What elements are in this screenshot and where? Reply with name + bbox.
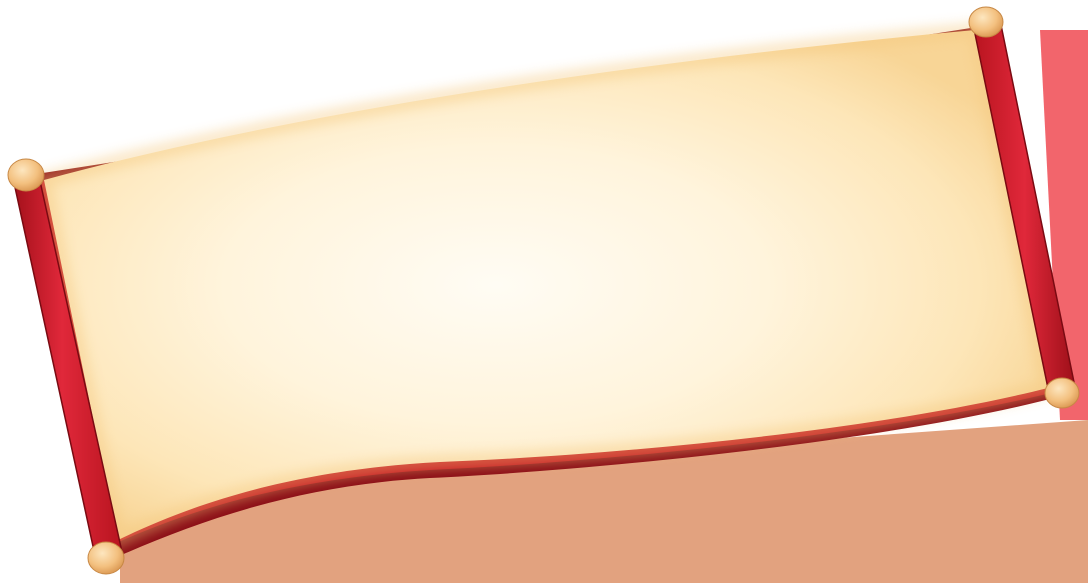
parchment [44, 30, 1048, 540]
left-rod-top-cap [7, 158, 45, 192]
right-rod-bottom-cap [1044, 377, 1080, 409]
backdrop-shadow [120, 420, 1088, 583]
right-rod-top-cap [968, 6, 1004, 38]
parchment-edge-glow [35, 22, 1057, 551]
backdrop-right-band [1040, 30, 1088, 420]
left-rod-bottom-cap [87, 541, 125, 575]
